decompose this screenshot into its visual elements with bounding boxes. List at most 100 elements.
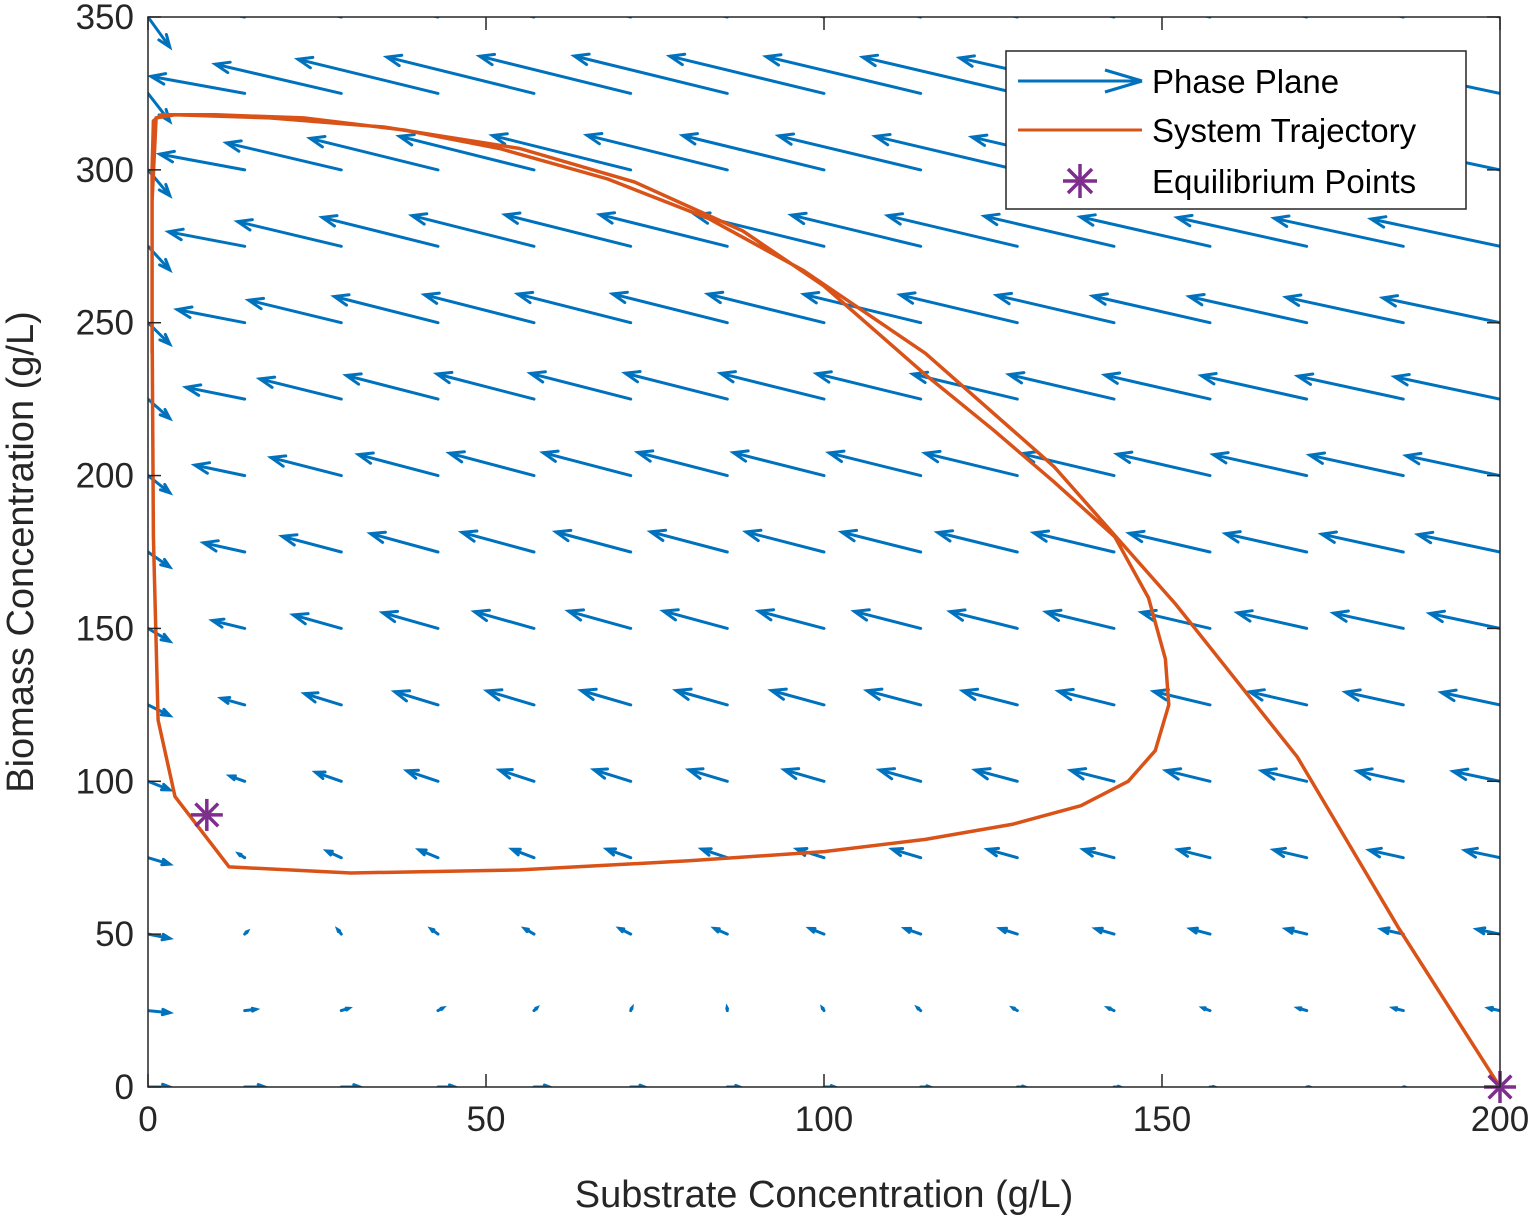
x-axis-label: Substrate Concentration (g/L) (575, 1174, 1074, 1216)
quiver-arrow (1103, 1005, 1116, 1013)
quiver-arrow (1396, 17, 1405, 19)
quiver-arrow (621, 370, 729, 401)
quiver-arrow (983, 846, 1019, 860)
quiver-arrow (1209, 451, 1309, 478)
quiver-arrow (1197, 372, 1309, 401)
quiver-arrow (1004, 371, 1116, 401)
quiver-arrow (595, 211, 729, 248)
legend-phase-plane-arrowhead-icon (1104, 68, 1143, 94)
quiver-arrow (703, 290, 826, 325)
quiver-arrow (577, 687, 633, 707)
quiver-arrow (1125, 529, 1212, 554)
quiver-arrow (173, 305, 247, 325)
quiver-arrow (1257, 767, 1309, 783)
y-tick-label: 350 (76, 0, 134, 37)
x-tick-label: 200 (1471, 1100, 1529, 1139)
quiver-arrow (1365, 846, 1405, 860)
y-axis-label: Biomass Concentration (g/L) (0, 311, 42, 793)
quiver-arrow (761, 53, 923, 95)
quiver-arrow (532, 1083, 554, 1087)
quiver-arrow (1299, 17, 1309, 19)
quiver-arrow (1100, 371, 1212, 401)
quiver-arrow (629, 1003, 634, 1013)
quiver-arrow (148, 72, 247, 95)
quiver-arrow (436, 1083, 460, 1087)
quiver-arrow (900, 926, 923, 936)
quiver-arrow (914, 1004, 923, 1013)
quiver-arrow (1269, 846, 1309, 860)
quiver-arrow (334, 926, 343, 936)
quiver-arrow (445, 450, 536, 478)
quiver-arrow (896, 291, 1019, 325)
axis-ticks: 0 50 100 150 200 0 50 100 150 200 250 300 350 (76, 0, 1530, 1139)
quiver-arrow (1066, 767, 1116, 783)
quiver-arrow (570, 52, 729, 95)
quiver-arrow (1388, 1006, 1405, 1013)
quiver-arrow (883, 212, 1019, 248)
quiver-arrow (339, 1006, 353, 1013)
quiver-arrow (199, 539, 247, 554)
quiver-arrow (1329, 609, 1405, 630)
quiver-arrow (402, 768, 440, 783)
x-tick-label: 100 (795, 1100, 853, 1139)
quiver-arrow (780, 767, 826, 783)
quiver-arrow (1425, 609, 1500, 630)
quiver-arrow (1029, 529, 1116, 554)
quiver-arrow (382, 53, 536, 95)
quiver-arrow (334, 17, 343, 19)
quiver-arrow (725, 1083, 744, 1087)
quiver-arrow (1161, 767, 1212, 783)
quiver-arrow (278, 533, 343, 554)
quiver-arrow (914, 17, 923, 19)
quiver-arrow (1413, 530, 1500, 554)
quiver-arrow (729, 449, 826, 478)
quiver-arrow (971, 767, 1019, 783)
quiver-arrow (1293, 1006, 1309, 1013)
quiver-arrow (678, 132, 826, 172)
y-tick-label: 150 (76, 609, 134, 648)
quiver-arrow (1009, 1005, 1019, 1013)
quiver-arrow (395, 133, 536, 172)
quiver-arrow (1378, 294, 1500, 325)
quiver-arrow (1233, 609, 1309, 630)
quiver-arrow (420, 291, 536, 325)
quiver-arrow (243, 1006, 261, 1013)
quiver-arrow (633, 449, 729, 478)
quiver-arrow (181, 383, 247, 401)
quiver-arrow (222, 139, 343, 172)
equilibrium-point (190, 798, 223, 831)
quiver-arrow (615, 926, 633, 936)
x-tick-label: 0 (138, 1100, 157, 1139)
quiver-arrow (1376, 926, 1405, 936)
legend-trajectory-label: System Trajectory (1152, 112, 1417, 149)
quiver-arrow (190, 461, 247, 478)
quiver-arrow (501, 211, 633, 248)
quiver-arrow (244, 296, 343, 325)
quiver-arrow (602, 847, 633, 860)
quiver-arrow (858, 53, 1019, 95)
quiver-arrow (1270, 214, 1405, 248)
quiver-arrow (1341, 688, 1405, 707)
quiver-arrow (306, 135, 440, 172)
quiver-arrow (774, 132, 923, 172)
quiver-arrow (992, 291, 1116, 325)
quiver-arrow (1245, 688, 1309, 707)
quiver-arrow (1281, 293, 1405, 325)
quiver-arrow (958, 687, 1019, 707)
quiver-arrow (366, 530, 440, 554)
quiver-arrow (330, 293, 440, 325)
quiver-arrow (148, 550, 174, 570)
quiver-arrow (1402, 451, 1500, 478)
quiver-arrow (996, 926, 1019, 936)
quiver-arrow (513, 290, 633, 325)
quiver-arrow (266, 454, 343, 478)
quiver-arrow (457, 529, 536, 554)
quiver-arrow (1460, 846, 1500, 860)
quiver-arrow (1472, 926, 1500, 936)
y-tick-label: 50 (95, 915, 134, 954)
quiver-arrow (342, 372, 440, 401)
quiver-arrow (742, 528, 826, 554)
quiver-arrow (1041, 608, 1116, 630)
quiver-arrow (1113, 450, 1212, 478)
quiver-arrow (720, 17, 729, 19)
